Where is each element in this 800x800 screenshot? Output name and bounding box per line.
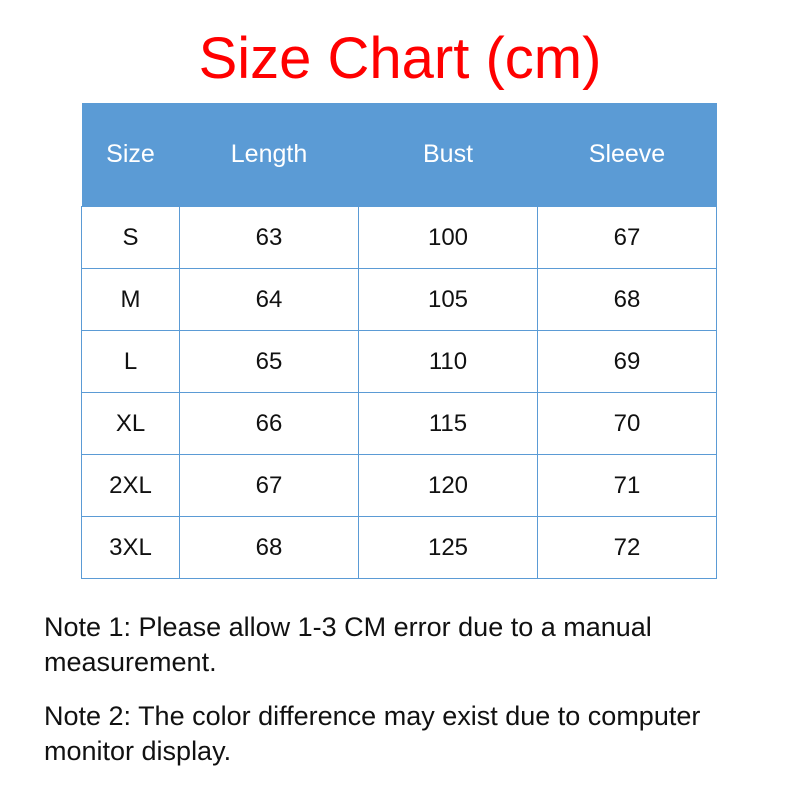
table-cell: 100 bbox=[358, 206, 538, 269]
table-row: 2XL 67 120 71 bbox=[81, 454, 717, 517]
table-cell: 70 bbox=[537, 392, 717, 455]
table-cell: 65 bbox=[179, 330, 359, 393]
table-cell: 125 bbox=[358, 516, 538, 579]
table-cell: 67 bbox=[179, 454, 359, 517]
table-cell: 68 bbox=[537, 268, 717, 331]
column-header: Size bbox=[81, 103, 180, 207]
header-row: Size Length Bust Sleeve bbox=[81, 103, 717, 207]
note-2: Note 2: The color difference may exist d… bbox=[44, 701, 701, 766]
table-row: M 64 105 68 bbox=[81, 268, 717, 331]
table-cell: 67 bbox=[537, 206, 717, 269]
table-cell: S bbox=[81, 206, 180, 269]
table-cell: 64 bbox=[179, 268, 359, 331]
table-cell: L bbox=[81, 330, 180, 393]
table-cell: 2XL bbox=[81, 454, 180, 517]
table-cell: M bbox=[81, 268, 180, 331]
note-1: Note 1: Please allow 1-3 CM error due to… bbox=[44, 612, 652, 677]
table-cell: 120 bbox=[358, 454, 538, 517]
table-row: L 65 110 69 bbox=[81, 330, 717, 393]
table-cell: 3XL bbox=[81, 516, 180, 579]
table-cell: 105 bbox=[358, 268, 538, 331]
size-table: Size Length Bust Sleeve S 63 100 67 M 64 105 68 L 65… bbox=[81, 103, 717, 579]
table-cell: 63 bbox=[179, 206, 359, 269]
column-header: Bust bbox=[358, 103, 538, 207]
column-header: Length bbox=[179, 103, 359, 207]
table-cell: XL bbox=[81, 392, 180, 455]
table-cell: 71 bbox=[537, 454, 717, 517]
chart-title: Size Chart (cm) bbox=[198, 26, 602, 91]
column-header: Sleeve bbox=[537, 103, 717, 207]
table-row: XL 66 115 70 bbox=[81, 392, 717, 455]
table-row: S 63 100 67 bbox=[81, 206, 717, 269]
table-cell: 69 bbox=[537, 330, 717, 393]
table-cell: 72 bbox=[537, 516, 717, 579]
table-cell: 66 bbox=[179, 392, 359, 455]
table-row: 3XL 68 125 72 bbox=[81, 516, 717, 579]
table-cell: 110 bbox=[358, 330, 538, 393]
table-cell: 115 bbox=[358, 392, 538, 455]
table-cell: 68 bbox=[179, 516, 359, 579]
